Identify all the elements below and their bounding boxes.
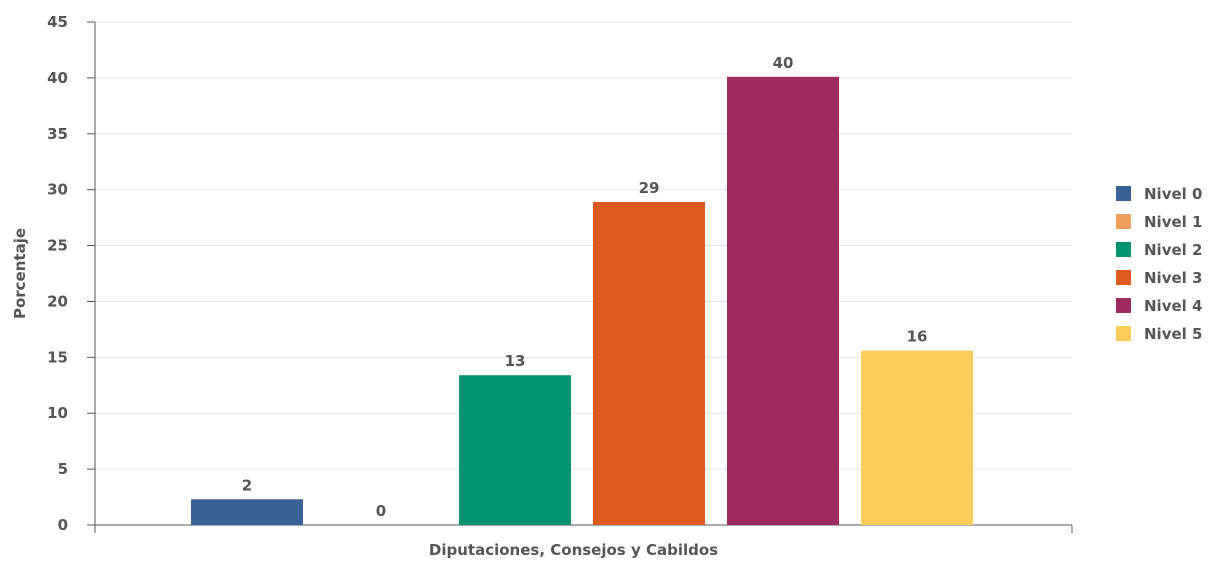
legend-label: Nivel 2: [1144, 241, 1202, 259]
y-tick-label: 0: [58, 516, 68, 534]
legend-label: Nivel 1: [1144, 213, 1202, 231]
legend-swatch: [1116, 242, 1131, 257]
y-tick-label: 15: [47, 348, 68, 366]
data-label: 16: [907, 328, 928, 346]
y-axis-title: Porcentaje: [11, 228, 29, 319]
bar-nivel-3[interactable]: [593, 201, 705, 525]
data-label: 0: [376, 502, 386, 520]
grid-lines: [95, 21, 1072, 470]
bar-nivel-0[interactable]: [191, 499, 303, 525]
legend-item-nivel-1[interactable]: Nivel 1: [1116, 213, 1202, 231]
bars: [191, 76, 973, 525]
legend-label: Nivel 5: [1144, 325, 1202, 343]
y-tick-label: 40: [47, 69, 68, 87]
y-tick-label: 35: [47, 125, 68, 143]
legend-swatch: [1116, 326, 1131, 341]
legend-label: Nivel 4: [1144, 297, 1202, 315]
bar-nivel-5[interactable]: [861, 350, 973, 525]
data-label: 2: [242, 476, 252, 494]
y-tick-label: 30: [47, 181, 68, 199]
data-label: 13: [505, 352, 526, 370]
legend-item-nivel-5[interactable]: Nivel 5: [1116, 325, 1202, 343]
data-labels: 2 0 13 29 40 16: [242, 54, 928, 520]
x-axis-title: Diputaciones, Consejos y Cabildos: [429, 541, 718, 559]
legend-item-nivel-3[interactable]: Nivel 3: [1116, 269, 1202, 287]
bar-nivel-2[interactable]: [459, 375, 571, 525]
legend-label: Nivel 3: [1144, 269, 1202, 287]
legend-swatch: [1116, 214, 1131, 229]
bar-nivel-4[interactable]: [727, 76, 839, 525]
legend[interactable]: Nivel 0 Nivel 1 Nivel 2 Nivel 3 Nivel 4 Nivel…: [1116, 185, 1202, 343]
y-tick-label: 10: [47, 404, 68, 422]
y-tick-label: 45: [47, 13, 68, 31]
y-tick-label: 25: [47, 237, 68, 255]
data-label: 40: [773, 54, 794, 72]
legend-item-nivel-4[interactable]: Nivel 4: [1116, 297, 1202, 315]
legend-item-nivel-0[interactable]: Nivel 0: [1116, 185, 1202, 203]
legend-label: Nivel 0: [1144, 185, 1202, 203]
legend-swatch: [1116, 298, 1131, 313]
y-tick-label: 20: [47, 292, 68, 310]
legend-item-nivel-2[interactable]: Nivel 2: [1116, 241, 1202, 259]
legend-swatch: [1116, 270, 1131, 285]
y-tick-label: 5: [58, 460, 68, 478]
legend-swatch: [1116, 186, 1131, 201]
data-label: 29: [639, 179, 660, 197]
